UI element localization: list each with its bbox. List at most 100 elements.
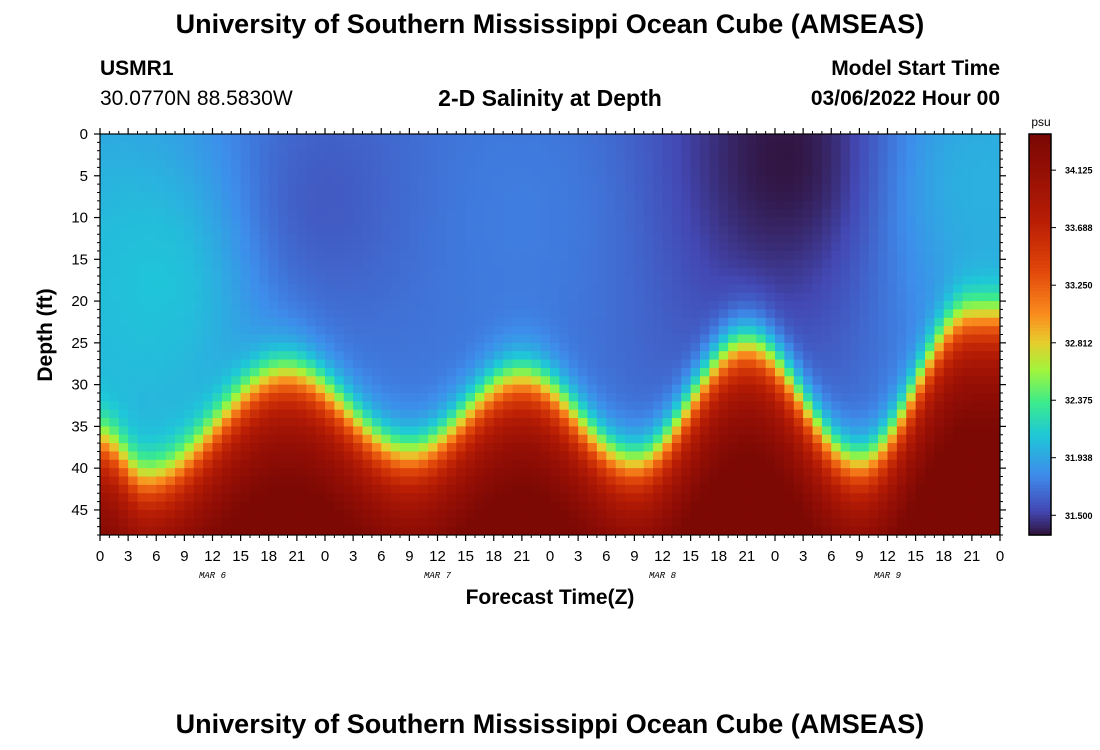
heat-cell — [756, 443, 767, 453]
heat-cell — [268, 192, 279, 202]
heat-cell — [325, 326, 335, 336]
heat-cell — [325, 250, 335, 260]
heat-cell — [653, 409, 664, 419]
heat-cell — [625, 150, 635, 160]
heat-cell — [315, 384, 326, 394]
heat-cell — [250, 418, 260, 427]
heat-cell — [634, 518, 645, 528]
heat-cell — [540, 267, 551, 277]
heat-cell — [296, 259, 307, 269]
heat-cell — [803, 434, 814, 444]
heat-cell — [156, 301, 167, 311]
heat-cell — [278, 409, 289, 419]
heat-cell — [821, 159, 832, 169]
heat-cell — [428, 167, 439, 177]
heat-cell — [240, 518, 251, 528]
heat-cell — [521, 284, 532, 294]
heat-cell — [493, 167, 504, 177]
heat-cell — [109, 159, 120, 169]
heat-cell — [296, 326, 307, 336]
heat-cell — [878, 518, 889, 528]
heat-cell — [971, 451, 982, 461]
heat-cell — [118, 167, 129, 177]
heat-cell — [146, 217, 157, 227]
heat-cell — [812, 526, 823, 535]
heat-cell — [896, 326, 907, 336]
heat-cell — [943, 326, 954, 336]
heat-cell — [568, 459, 579, 469]
heat-cell — [850, 267, 860, 277]
heat-cell — [128, 317, 139, 327]
heat-cell — [737, 359, 748, 369]
heat-cell — [793, 418, 804, 427]
heat-cell — [784, 159, 795, 169]
heat-cell — [287, 242, 298, 252]
heat-cell — [193, 459, 204, 469]
heat-cell — [100, 326, 110, 336]
heat-cell — [662, 167, 673, 177]
heat-cell — [212, 217, 223, 227]
heat-cell — [643, 342, 654, 352]
colorbar-segment — [1029, 214, 1051, 219]
heat-cell — [540, 217, 551, 227]
y-axis-label: Depth (ft) — [34, 288, 57, 381]
heat-cell — [156, 292, 167, 302]
heat-cell — [606, 301, 617, 311]
heat-cell — [775, 142, 785, 152]
heat-cell — [793, 384, 804, 394]
heat-cell — [887, 317, 898, 327]
heat-cell — [850, 501, 860, 511]
heat-cell — [315, 267, 326, 277]
heat-cell — [887, 250, 898, 260]
heat-cell — [934, 175, 945, 185]
heat-cell — [943, 409, 954, 419]
heat-cell — [278, 334, 289, 344]
heat-cell — [690, 225, 701, 235]
heat-cell — [156, 134, 167, 143]
heat-cell — [868, 292, 879, 302]
heat-cell — [906, 434, 917, 444]
heat-cell — [821, 242, 832, 252]
heat-cell — [184, 434, 195, 444]
heat-cell — [278, 150, 289, 160]
heat-cell — [925, 250, 935, 260]
heat-cell — [737, 242, 748, 252]
heat-cell — [803, 242, 814, 252]
heat-cell — [925, 142, 935, 152]
heat-cell — [737, 167, 748, 177]
heat-cell — [671, 309, 682, 319]
heat-cell — [156, 459, 167, 469]
heat-cell — [343, 326, 354, 336]
heat-cell — [953, 175, 964, 185]
heat-cell — [521, 150, 532, 160]
heat-cell — [437, 468, 448, 478]
heat-cell — [606, 459, 617, 469]
heat-cell — [475, 359, 485, 369]
heat-cell — [156, 167, 167, 177]
heat-cell — [334, 150, 345, 160]
heat-cell — [756, 367, 767, 377]
heat-cell — [925, 376, 935, 386]
heat-cell — [746, 376, 757, 386]
heat-cell — [606, 401, 617, 411]
heat-cell — [896, 359, 907, 369]
heat-cell — [212, 184, 223, 194]
heat-cell — [700, 493, 710, 503]
x-axis-label: Forecast Time(Z) — [466, 586, 635, 609]
heat-cell — [109, 142, 120, 152]
heat-cell — [250, 309, 260, 319]
heat-cell — [109, 509, 120, 519]
heat-cell — [840, 409, 851, 419]
heat-cell — [756, 342, 767, 352]
heat-cell — [250, 301, 260, 311]
x-tick-label: 18 — [485, 548, 502, 565]
heat-cell — [700, 401, 710, 411]
heat-cell — [550, 301, 560, 311]
heat-cell — [484, 192, 495, 202]
heat-cell — [615, 250, 626, 260]
heat-cell — [821, 259, 832, 269]
heat-cell — [540, 501, 551, 511]
heat-cell — [971, 401, 982, 411]
heat-cell — [568, 401, 579, 411]
heat-cell — [812, 209, 823, 219]
